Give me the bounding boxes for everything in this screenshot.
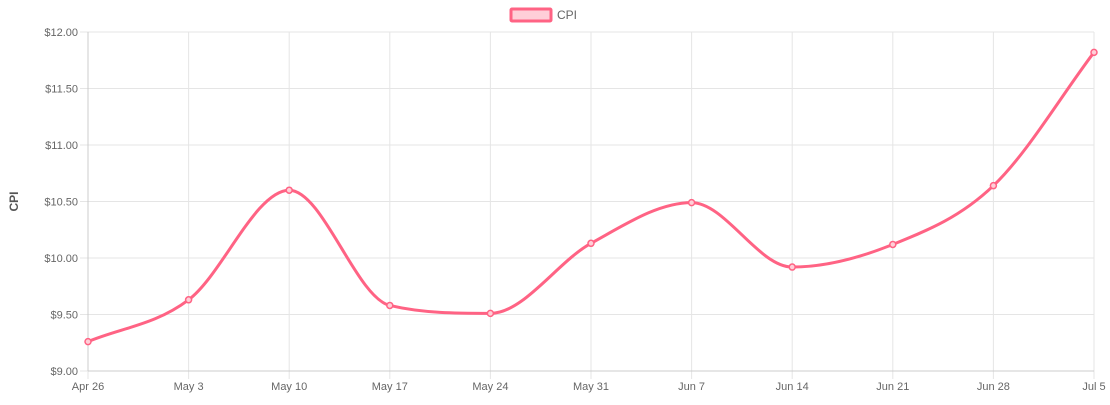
x-tick-label: Jun 21 [876, 381, 909, 393]
x-tick-label: Jun 7 [678, 381, 705, 393]
data-point [184, 296, 193, 304]
x-axis: Apr 26 May 3 May 10 May 17 May 24 May 31 Jun 7… [72, 381, 1106, 393]
y-tick-label: $12.00 [44, 27, 78, 39]
x-tick-label: May 3 [174, 381, 204, 393]
data-point [587, 239, 595, 248]
data-point [788, 263, 796, 271]
data-point [285, 186, 293, 194]
data-point [84, 337, 92, 346]
x-tick-label: May 17 [372, 381, 408, 393]
data-point [889, 240, 897, 249]
y-axis: $9.00 $9.50 $10.00 $10.50 $11.00 $11.50 $12.00 [44, 27, 78, 378]
series-line-cpi [86, 50, 1096, 344]
grid [80, 31, 1095, 379]
data-point [687, 198, 696, 207]
y-tick-label: $11.50 [45, 84, 78, 96]
x-tick-label: Apr 26 [72, 381, 104, 393]
x-tick-label: May 31 [573, 381, 609, 393]
y-axis-title: CPI [7, 191, 21, 211]
data-point [386, 301, 394, 310]
y-tick-label: $10.00 [44, 253, 78, 265]
x-tick-label: May 10 [271, 381, 307, 393]
x-tick-label: Jun 28 [977, 381, 1010, 393]
data-point [486, 309, 495, 318]
y-tick-label: $10.50 [44, 197, 78, 209]
legend-swatch[interactable] [509, 7, 553, 23]
y-tick-label: $9.00 [50, 366, 78, 378]
legend-label[interactable]: CPI [557, 8, 577, 22]
legend[interactable]: CPI [509, 7, 577, 23]
x-tick-label: Jun 14 [776, 381, 809, 393]
x-tick-label: Jul 5 [1082, 381, 1105, 393]
data-point [1090, 48, 1098, 57]
x-tick-label: May 24 [472, 381, 508, 393]
series-cpi [84, 48, 1098, 346]
y-tick-label: $11.00 [45, 140, 78, 152]
data-point [989, 181, 998, 190]
y-tick-label: $9.50 [50, 310, 78, 322]
